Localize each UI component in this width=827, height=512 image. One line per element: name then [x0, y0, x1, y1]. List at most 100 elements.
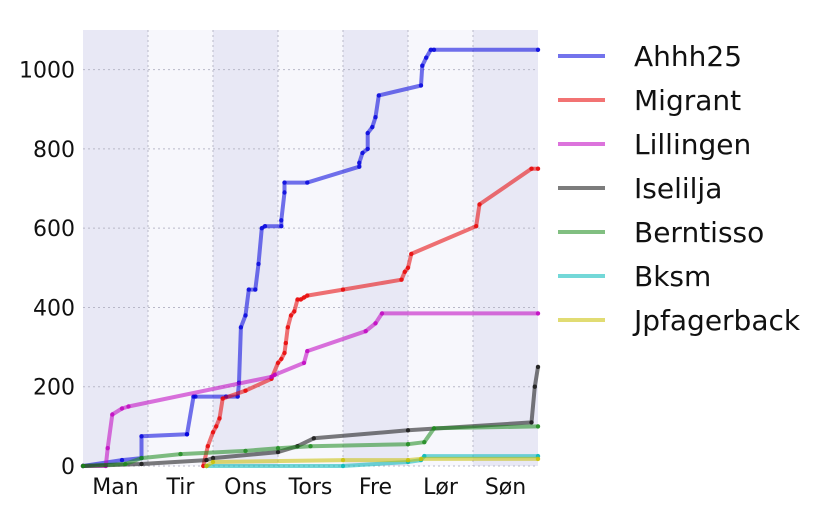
legend-item: Ahhh25 [558, 40, 742, 73]
x-tick-label: Søn [485, 475, 526, 500]
y-axis-ticks: 0 200 400 600 800 1000 [19, 59, 75, 480]
legend-item: Berntisso [558, 216, 764, 249]
data-point [399, 277, 404, 282]
legend-label: Iselilja [634, 172, 722, 205]
data-point [139, 461, 144, 467]
data-point [308, 444, 313, 449]
data-point [119, 457, 125, 463]
data-point [298, 297, 303, 302]
data-point [535, 47, 541, 52]
data-point [220, 396, 225, 401]
data-point [370, 124, 375, 130]
data-point [301, 360, 307, 366]
data-point [428, 47, 433, 52]
series-berntisso [80, 424, 541, 469]
plot-background [83, 30, 538, 466]
data-point [474, 224, 479, 229]
data-point [535, 166, 541, 171]
data-point [292, 309, 297, 314]
data-point [275, 446, 281, 451]
data-point [357, 164, 362, 169]
x-tick-label: Lør [423, 475, 459, 500]
data-point [340, 457, 346, 463]
data-point [301, 295, 307, 300]
data-point [243, 448, 248, 454]
legend-label: Migrant [634, 84, 741, 117]
data-point [139, 434, 144, 439]
data-point [431, 426, 437, 431]
data-point [535, 456, 541, 462]
data-point [210, 459, 216, 465]
legend-item: Migrant [558, 84, 741, 117]
day-band [473, 30, 538, 466]
data-point [379, 311, 385, 316]
data-point [405, 265, 411, 270]
data-point [105, 446, 110, 451]
data-point [256, 261, 261, 267]
series-lillingen [80, 311, 541, 469]
data-point [340, 463, 346, 469]
data-point [272, 372, 277, 377]
data-point [279, 224, 284, 229]
data-point [529, 420, 534, 425]
data-point [340, 287, 346, 292]
data-point [123, 461, 128, 467]
data-point [184, 432, 190, 437]
legend-item: Bksm [558, 260, 711, 293]
data-point [529, 166, 534, 171]
x-tick-label: Tir [166, 475, 196, 500]
x-tick-label: Man [92, 475, 138, 500]
data-point [405, 457, 411, 463]
y-tick-label: 400 [33, 296, 75, 321]
data-point [253, 287, 258, 292]
data-point [477, 202, 482, 207]
data-point [80, 463, 86, 469]
data-point [420, 63, 425, 68]
data-point [424, 55, 429, 60]
data-point [210, 430, 216, 435]
data-point [373, 321, 378, 326]
data-point [210, 455, 216, 461]
data-point [119, 406, 125, 411]
x-tick-label: Tors [288, 475, 333, 500]
data-point [285, 325, 290, 330]
data-point [365, 130, 370, 136]
data-point [535, 424, 541, 429]
data-point [204, 457, 209, 463]
data-point [279, 356, 284, 362]
data-point [535, 311, 541, 316]
data-point [418, 456, 424, 462]
legend-item: Jpfagerback [558, 304, 801, 337]
data-point [360, 150, 365, 156]
data-point [283, 340, 288, 346]
data-point [204, 463, 209, 469]
data-point [275, 449, 281, 455]
data-point [262, 224, 268, 229]
data-point [418, 83, 424, 88]
data-point [288, 313, 294, 318]
data-point [214, 424, 219, 429]
data-point [305, 348, 310, 354]
data-point [373, 115, 378, 120]
legend-label: Lillingen [634, 128, 751, 161]
y-tick-label: 1000 [19, 59, 75, 84]
day-band [343, 30, 408, 466]
legend-label: Ahhh25 [634, 40, 742, 73]
data-point [178, 451, 183, 457]
legend-item: Iselilja [558, 172, 722, 205]
day-band [83, 30, 148, 466]
data-point [246, 287, 251, 292]
data-point [282, 350, 287, 356]
data-point [243, 313, 248, 318]
data-point [279, 218, 284, 223]
plot-area [83, 30, 538, 466]
y-tick-label: 200 [33, 376, 75, 401]
data-point [259, 226, 264, 231]
series-line [201, 166, 540, 468]
data-point [402, 269, 407, 274]
y-tick-label: 0 [61, 455, 75, 480]
data-point [305, 180, 310, 185]
legend-label: Berntisso [634, 216, 764, 249]
y-tick-label: 600 [33, 217, 75, 242]
